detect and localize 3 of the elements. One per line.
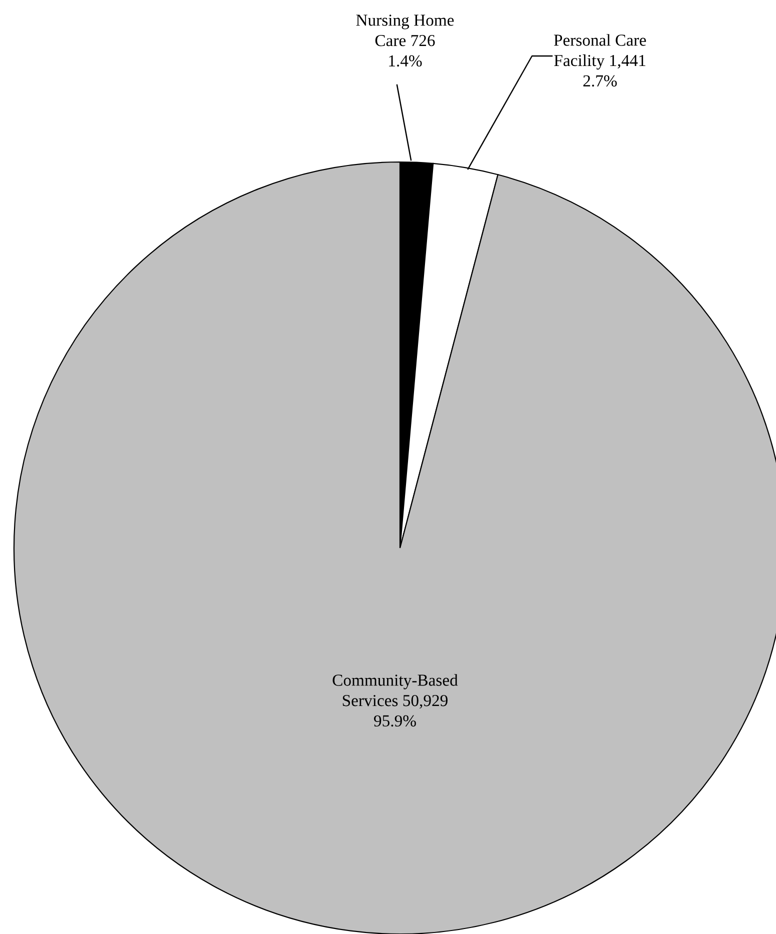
slice-label: Personal Care Facility 1,441 2.7% xyxy=(554,34,646,87)
slice-label: Community-Based Services 50,929 95.9% xyxy=(332,674,458,727)
slice-label: Nursing Home Care 726 1.4% xyxy=(356,14,454,67)
